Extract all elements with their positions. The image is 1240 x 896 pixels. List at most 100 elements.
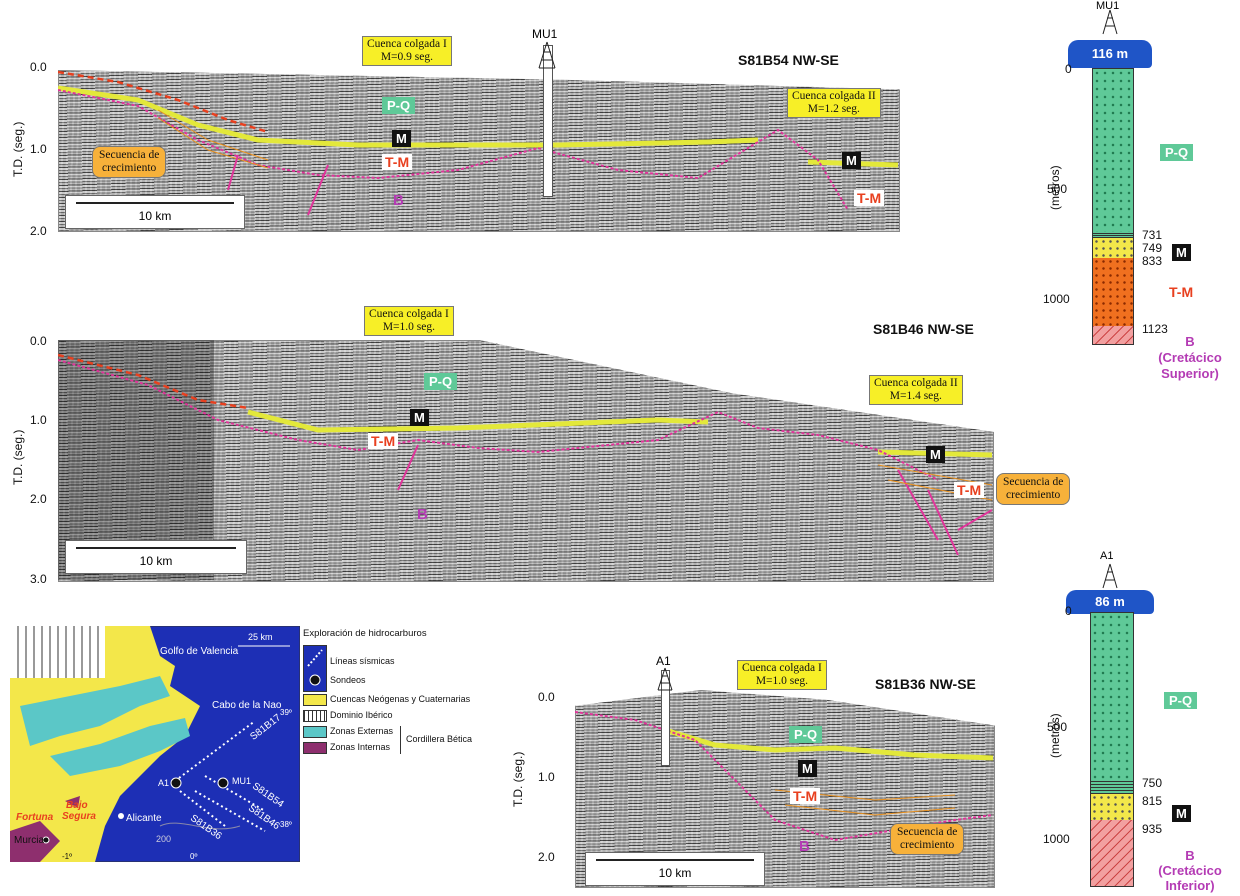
map-grid-label: 38º (280, 820, 292, 829)
unit-m-label: M (1172, 805, 1191, 822)
m-layer (1090, 794, 1134, 821)
depth-tick: 1000 (1043, 292, 1070, 306)
depth-tick: 1000 (1043, 832, 1070, 846)
y-axis-label: (metros) (1048, 165, 1062, 210)
unit-b-desc: B (Cretácico Superior) (1158, 334, 1222, 381)
legend-swatch-cuencas (303, 694, 327, 706)
unit-tm-label: T-M (790, 788, 821, 804)
y-axis-label: T.D. (seg.) (11, 429, 25, 485)
hanging-basin-box: Cuenca colgada I M=1.0 seg. (364, 306, 454, 336)
well-name: A1 (1100, 550, 1114, 562)
transition-layer (1090, 780, 1134, 795)
unit-pq-label: P-Q (382, 97, 416, 114)
depth-value: 1123 (1142, 322, 1168, 336)
depth-tick: 500 (1047, 182, 1068, 196)
map-well-label: A1 (158, 778, 170, 788)
y-tick: 0.0 (30, 60, 47, 74)
y-axis-label: T.D. (seg.) (511, 751, 525, 807)
pq-layer (1090, 612, 1134, 782)
profile-title: S81B46 NW-SE (873, 321, 974, 337)
water-depth-badge: 116 m (1068, 40, 1152, 68)
growth-sequence-box: Secuencia de crecimiento (890, 823, 965, 855)
legend-label: Dominio Ibérico (330, 710, 393, 720)
unit-pq-label: P-Q (789, 726, 823, 743)
depth-value: 935 (1142, 822, 1163, 836)
well-name: MU1 (1096, 0, 1120, 12)
derrick-icon (538, 41, 556, 69)
map-place: Bajo (66, 800, 88, 811)
legend-label: Zonas Externas (330, 726, 394, 736)
y-tick: 2.0 (538, 850, 555, 864)
well-label: MU1 (532, 27, 558, 41)
legend-label: Sondeos (330, 675, 366, 685)
unit-tm-label: T-M (854, 190, 885, 206)
growth-sequence-box: Secuencia de crecimiento (996, 473, 1071, 505)
map-grid-label: 200 (156, 834, 172, 844)
depth-value: 750 (1142, 776, 1163, 790)
map-grid-label: 39º (280, 708, 292, 717)
hanging-basin-box: Cuenca colgada I M=1.0 seg. (737, 660, 827, 690)
y-tick: 1.0 (30, 142, 47, 156)
unit-b-label: B (417, 506, 428, 523)
depth-tick: 0 (1065, 604, 1072, 618)
unit-b-desc: B (Cretácico Inferior) (1158, 848, 1222, 893)
map-place: Golfo de Valencia (160, 646, 239, 657)
b-layer (1090, 820, 1134, 887)
pq-layer (1092, 68, 1134, 234)
y-tick: 1.0 (30, 413, 47, 427)
unit-pq-label: P-Q (1164, 692, 1198, 709)
y-tick: 3.0 (30, 572, 47, 586)
legend-label: Cuencas Neógenas y Cuaternarias (330, 694, 471, 704)
y-tick: 0.0 (30, 334, 47, 348)
tm-layer (1092, 258, 1134, 327)
depth-value: 833 (1142, 254, 1163, 268)
depth-value: 749 (1142, 241, 1163, 255)
depth-value: 731 (1142, 228, 1163, 242)
depth-tick: 500 (1047, 720, 1068, 734)
map-place: Alicante (126, 813, 162, 824)
y-tick: 2.0 (30, 224, 47, 238)
depth-value: 815 (1142, 794, 1163, 808)
m-layer (1092, 238, 1134, 259)
map-canvas (10, 626, 300, 862)
unit-tm-label: T-M (954, 482, 985, 498)
unit-pq-label: P-Q (424, 373, 458, 390)
unit-tm-label: T-M (1166, 284, 1197, 300)
legend-swatch-internas (303, 742, 327, 754)
map-place: Fortuna (16, 812, 54, 823)
unit-m-label: M (392, 130, 411, 147)
hanging-basin-box: Cuenca colgada I M=0.9 seg. (362, 36, 452, 66)
horizons-overlay (58, 70, 898, 216)
derrick-icon (1102, 563, 1118, 589)
unit-m-label: M (410, 409, 429, 426)
legend-swatch-externas (303, 726, 327, 738)
legend-swatch-sea (303, 645, 327, 692)
profile-title: S81B36 NW-SE (875, 676, 976, 692)
profile-title: S81B54 NW-SE (738, 52, 839, 68)
y-tick: 1.0 (538, 770, 555, 784)
unit-m-label: M (1172, 244, 1191, 261)
unit-m-label: M (926, 446, 945, 463)
unit-b-label: B (393, 192, 404, 209)
map-grid-label: -1º (62, 852, 73, 861)
legend-label: Líneas sísmicas (330, 656, 395, 666)
unit-tm-label: T-M (368, 433, 399, 449)
water-depth-badge: 86 m (1066, 590, 1154, 614)
unit-tm-label: T-M (382, 154, 413, 170)
legend-title: Exploración de hidrocarburos (303, 628, 427, 639)
growth-sequence-box: Secuencia de crecimiento (92, 146, 167, 178)
unit-b-label: B (799, 838, 810, 855)
well-label: A1 (656, 654, 671, 668)
scale-bar: 10 km (585, 852, 765, 886)
map-scale: 25 km (248, 632, 273, 642)
unit-m-label: M (798, 760, 817, 777)
legend-bracket (400, 726, 401, 754)
scale-bar: 10 km (65, 195, 245, 229)
hanging-basin-box: Cuenca colgada II M=1.4 seg. (869, 375, 963, 405)
derrick-icon (657, 667, 673, 691)
unit-pq-label: P-Q (1160, 144, 1194, 161)
derrick-icon (1102, 9, 1118, 35)
map-place: Murcia (14, 835, 45, 846)
unit-m-label: M (842, 152, 861, 169)
legend-swatch-iberico (303, 710, 327, 722)
